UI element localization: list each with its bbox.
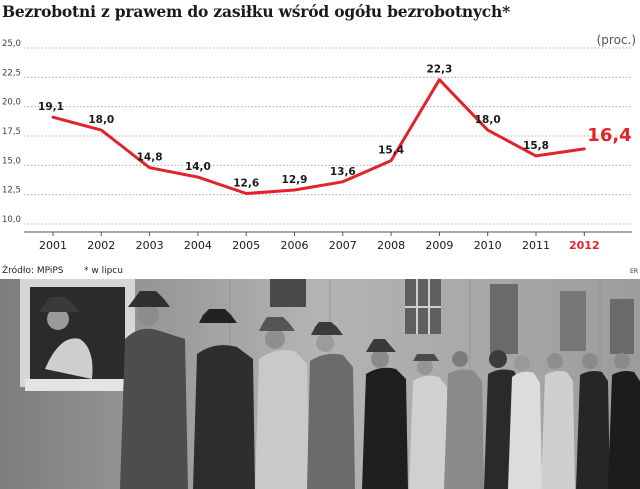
x-tick-label: 2011 [522,239,550,252]
data-label: 18,0 [475,114,501,126]
series-line [51,78,586,195]
x-tick-label: 2001 [39,239,67,252]
data-label: 16,4 [587,125,631,146]
queue-photo [0,279,640,489]
data-label: 13,6 [330,166,356,178]
chart-title: Bezrobotni z prawem do zasiłku wśród ogó… [2,2,510,21]
data-label: 18,0 [88,114,114,126]
credit-mark: ER [630,268,638,275]
x-tick-label: 2002 [87,239,115,252]
y-tick-label: 10,0 [2,215,21,225]
x-tick-label: 2012 [569,239,600,252]
data-label: 12,9 [282,174,308,186]
footnote: * w lipcu [84,266,123,276]
y-tick-label: 17,5 [2,127,21,137]
source-note: Źródło: MPiPS [2,266,64,276]
data-label: 15,8 [523,140,549,152]
y-tick-label: 25,0 [2,39,21,49]
x-tick-label: 2008 [377,239,405,252]
x-tick-label: 2007 [329,239,357,252]
y-tick-label: 22,5 [2,68,21,78]
unit-label: (proc.) [596,33,636,47]
data-label: 19,1 [38,101,64,113]
x-tick-label: 2005 [232,239,260,252]
x-tick-label: 2010 [474,239,502,252]
data-label: 14,8 [137,152,163,164]
x-tick-label: 2009 [425,239,453,252]
y-tick-label: 15,0 [2,156,21,166]
y-tick-label: 12,5 [2,186,21,196]
data-label: 14,0 [185,161,211,173]
data-label: 22,3 [426,64,452,76]
x-tick-label: 2003 [136,239,164,252]
data-label: 12,6 [233,177,259,189]
data-label: 15,4 [378,145,404,157]
y-tick-label: 20,0 [2,98,21,108]
line-chart: 25,0 22,5 20,0 17,5 15,0 12,5 10,0 2001 2002 2003… [2,39,632,252]
x-tick-label: 2006 [281,239,309,252]
x-tick-label: 2004 [184,239,212,252]
